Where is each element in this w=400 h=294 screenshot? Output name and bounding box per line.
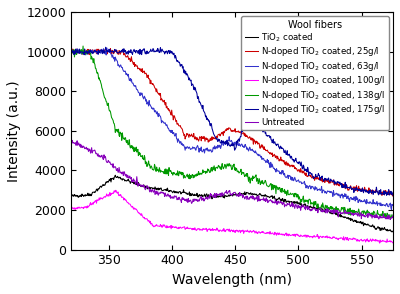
TiO$_2$ coated	[312, 207, 316, 210]
N-doped TiO$_2$ coated, 63g/l	[284, 175, 289, 178]
N-doped TiO$_2$ coated, 175g/l	[259, 126, 264, 130]
N-doped TiO$_2$ coated, 100g/l	[114, 188, 118, 192]
N-doped TiO$_2$ coated, 100g/l	[152, 225, 157, 228]
X-axis label: Wavelength (nm): Wavelength (nm)	[172, 273, 292, 287]
Line: N-doped TiO$_2$ coated, 100g/l: N-doped TiO$_2$ coated, 100g/l	[71, 190, 393, 243]
Legend: TiO$_2$ coated, N-doped TiO$_2$ coated, 25g/l, N-doped TiO$_2$ coated, 63g/l, N-: TiO$_2$ coated, N-doped TiO$_2$ coated, …	[242, 16, 389, 131]
N-doped TiO$_2$ coated, 25g/l	[152, 86, 157, 89]
TiO$_2$ coated	[390, 230, 394, 234]
TiO$_2$ coated	[284, 200, 289, 203]
N-doped TiO$_2$ coated, 63g/l	[391, 203, 396, 206]
Line: TiO$_2$ coated: TiO$_2$ coated	[71, 175, 393, 232]
Untreated	[391, 216, 396, 219]
N-doped TiO$_2$ coated, 138g/l	[215, 167, 220, 170]
N-doped TiO$_2$ coated, 175g/l	[152, 49, 157, 53]
Untreated	[69, 139, 74, 143]
N-doped TiO$_2$ coated, 25g/l	[259, 143, 264, 147]
N-doped TiO$_2$ coated, 63g/l	[312, 187, 316, 191]
TiO$_2$ coated	[215, 193, 220, 197]
N-doped TiO$_2$ coated, 25g/l	[390, 194, 395, 198]
N-doped TiO$_2$ coated, 138g/l	[312, 200, 316, 203]
N-doped TiO$_2$ coated, 175g/l	[69, 49, 74, 53]
Line: N-doped TiO$_2$ coated, 25g/l: N-doped TiO$_2$ coated, 25g/l	[71, 49, 393, 196]
N-doped TiO$_2$ coated, 175g/l	[126, 49, 131, 53]
N-doped TiO$_2$ coated, 175g/l	[215, 138, 220, 142]
N-doped TiO$_2$ coated, 138g/l	[259, 179, 264, 183]
Line: N-doped TiO$_2$ coated, 138g/l: N-doped TiO$_2$ coated, 138g/l	[71, 46, 393, 218]
N-doped TiO$_2$ coated, 63g/l	[104, 46, 109, 50]
N-doped TiO$_2$ coated, 25g/l	[126, 58, 131, 61]
TiO$_2$ coated	[69, 194, 74, 198]
N-doped TiO$_2$ coated, 138g/l	[69, 48, 74, 52]
N-doped TiO$_2$ coated, 63g/l	[259, 155, 264, 158]
N-doped TiO$_2$ coated, 138g/l	[81, 44, 86, 48]
Untreated	[312, 207, 316, 211]
N-doped TiO$_2$ coated, 100g/l	[215, 227, 220, 231]
TiO$_2$ coated	[113, 173, 118, 177]
N-doped TiO$_2$ coated, 100g/l	[377, 241, 382, 245]
N-doped TiO$_2$ coated, 100g/l	[284, 234, 289, 238]
N-doped TiO$_2$ coated, 138g/l	[284, 193, 289, 197]
Untreated	[388, 218, 393, 221]
Y-axis label: Intensity (a.u.): Intensity (a.u.)	[7, 80, 21, 182]
N-doped TiO$_2$ coated, 25g/l	[284, 162, 289, 166]
Line: Untreated: Untreated	[71, 140, 393, 220]
TiO$_2$ coated	[152, 187, 157, 191]
N-doped TiO$_2$ coated, 25g/l	[312, 176, 316, 179]
Untreated	[126, 176, 131, 180]
N-doped TiO$_2$ coated, 175g/l	[384, 194, 389, 197]
Untreated	[215, 194, 220, 197]
TiO$_2$ coated	[391, 229, 396, 233]
N-doped TiO$_2$ coated, 175g/l	[103, 46, 108, 49]
Untreated	[284, 204, 289, 208]
Untreated	[152, 188, 157, 191]
N-doped TiO$_2$ coated, 100g/l	[259, 230, 264, 234]
N-doped TiO$_2$ coated, 175g/l	[391, 194, 396, 197]
N-doped TiO$_2$ coated, 175g/l	[312, 176, 316, 179]
N-doped TiO$_2$ coated, 25g/l	[108, 47, 113, 50]
N-doped TiO$_2$ coated, 138g/l	[391, 216, 396, 219]
Line: N-doped TiO$_2$ coated, 175g/l: N-doped TiO$_2$ coated, 175g/l	[71, 47, 393, 196]
N-doped TiO$_2$ coated, 63g/l	[152, 110, 157, 114]
N-doped TiO$_2$ coated, 63g/l	[389, 208, 394, 211]
Line: N-doped TiO$_2$ coated, 63g/l: N-doped TiO$_2$ coated, 63g/l	[71, 48, 393, 210]
N-doped TiO$_2$ coated, 138g/l	[152, 163, 157, 166]
N-doped TiO$_2$ coated, 25g/l	[391, 192, 396, 196]
N-doped TiO$_2$ coated, 63g/l	[126, 75, 131, 79]
TiO$_2$ coated	[259, 193, 264, 197]
N-doped TiO$_2$ coated, 25g/l	[69, 51, 74, 55]
TiO$_2$ coated	[126, 179, 131, 183]
Untreated	[70, 138, 75, 142]
N-doped TiO$_2$ coated, 138g/l	[126, 141, 131, 145]
N-doped TiO$_2$ coated, 25g/l	[215, 136, 220, 139]
N-doped TiO$_2$ coated, 63g/l	[215, 146, 220, 150]
Untreated	[259, 198, 264, 201]
N-doped TiO$_2$ coated, 138g/l	[388, 216, 393, 220]
N-doped TiO$_2$ coated, 100g/l	[126, 202, 131, 206]
N-doped TiO$_2$ coated, 63g/l	[69, 51, 74, 55]
N-doped TiO$_2$ coated, 100g/l	[312, 234, 316, 237]
N-doped TiO$_2$ coated, 175g/l	[284, 152, 289, 156]
N-doped TiO$_2$ coated, 100g/l	[391, 241, 396, 245]
N-doped TiO$_2$ coated, 100g/l	[69, 208, 74, 211]
